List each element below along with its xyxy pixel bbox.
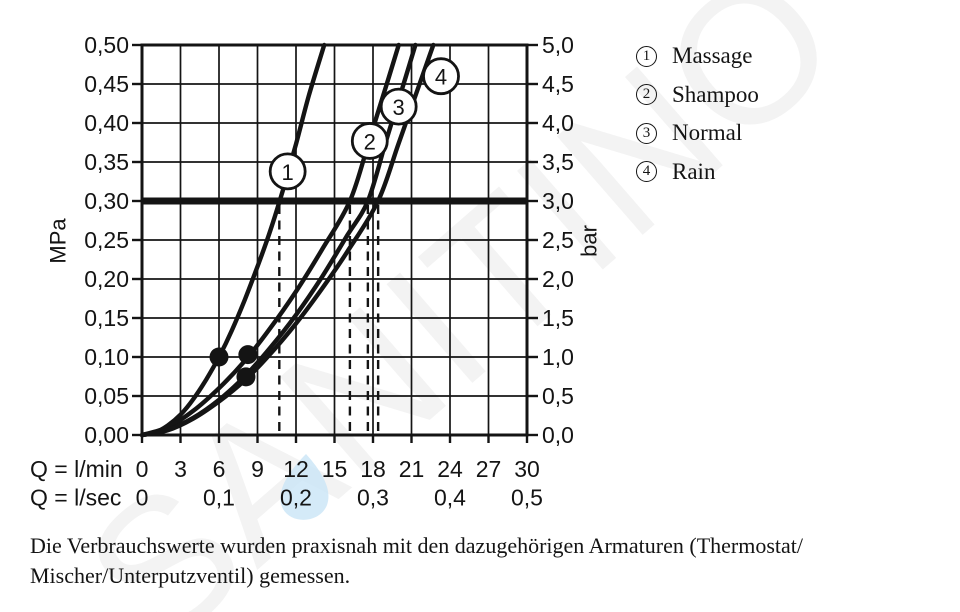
curve-label-circle-3 — [379, 87, 418, 126]
legend-row-normal: 3 Normal — [636, 114, 759, 153]
curve-label-number-4: 4 — [435, 65, 447, 90]
x-axis-tick-label: 0 — [136, 485, 149, 511]
x-axis-tick-label: 15 — [322, 456, 348, 482]
left-axis-tick-label: 0,45 — [84, 71, 129, 97]
legend-label-rain: Rain — [672, 158, 716, 184]
x-axis-tick-label: 24 — [437, 456, 463, 482]
curve-label-circle-1 — [268, 152, 307, 191]
legend-row-rain: 4 Rain — [636, 153, 759, 192]
right-axis-tick-label: 4,5 — [542, 71, 574, 97]
legend-number-2-icon: 2 — [636, 84, 657, 106]
x-axis-tick-label: 3 — [174, 456, 187, 482]
legend-label-massage: Massage — [672, 43, 753, 69]
left-axis-tick-label: 0,15 — [84, 305, 129, 331]
right-axis-tick-label: 0,5 — [542, 383, 574, 409]
legend-number-4-icon: 4 — [636, 161, 657, 183]
right-axis-tick-label: 3,5 — [542, 149, 574, 175]
x-axis-tick-label: 30 — [514, 456, 540, 482]
left-axis-tick-label: 0,35 — [84, 149, 129, 175]
left-axis-tick-label: 0,30 — [84, 188, 129, 214]
caption-line-2: Mischer/Unterputzventil) gemessen. — [30, 563, 351, 588]
caption: Die Verbrauchswerte wurden praxisnah mit… — [30, 531, 930, 591]
legend-row-shampoo: 2 Shampoo — [636, 76, 759, 115]
curve-label-number-1: 1 — [282, 160, 294, 185]
measure-dot — [236, 367, 256, 387]
left-axis-tick-label: 0,25 — [84, 227, 129, 253]
right-axis-tick-label: 5,0 — [542, 32, 574, 58]
right-axis-tick-label: 1,0 — [542, 344, 574, 370]
curve-rain — [139, 42, 436, 438]
right-axis-unit-label: bar — [577, 225, 602, 257]
right-axis-tick-label: 2,5 — [542, 227, 574, 253]
x-axis-tick-label: 0 — [136, 456, 149, 482]
x-axis-tick-label: 12 — [283, 456, 309, 482]
x-axis-tick-label: 0,5 — [511, 485, 543, 511]
measure-dot — [238, 345, 258, 365]
left-axis-tick-label: 0,20 — [84, 266, 129, 292]
curve-label-circle-4 — [422, 57, 460, 96]
left-axis-tick-label: 0,50 — [84, 32, 129, 58]
right-axis-tick-label: 3,0 — [542, 188, 574, 214]
x-axis-row-label: Q = l/sec — [30, 485, 121, 511]
right-axis-tick-label: 2,0 — [542, 266, 574, 292]
left-axis-tick-label: 0,05 — [84, 383, 129, 409]
x-axis-tick-label: 21 — [399, 456, 425, 482]
right-axis-tick-label: 0,0 — [542, 422, 574, 448]
watermark-drop-icon — [280, 454, 329, 520]
caption-line-1: Die Verbrauchswerte wurden praxisnah mit… — [30, 533, 803, 558]
legend-label-normal: Normal — [672, 120, 743, 146]
legend-row-massage: 1 Massage — [636, 37, 759, 76]
legend-label-shampoo: Shampoo — [672, 81, 759, 107]
x-axis-tick-label: 0,4 — [434, 485, 466, 511]
legend-number-3-icon: 3 — [636, 122, 657, 144]
curve-label-number-2: 2 — [364, 129, 376, 154]
x-axis-tick-label: 0,3 — [357, 485, 389, 511]
right-axis-tick-label: 1,5 — [542, 305, 574, 331]
left-axis-tick-label: 0,00 — [84, 422, 129, 448]
left-axis-tick-label: 0,40 — [84, 110, 129, 136]
curve-label-number-3: 3 — [393, 95, 405, 120]
measure-dot — [209, 347, 229, 367]
right-axis-tick-label: 4,0 — [542, 110, 574, 136]
x-axis-tick-label: 27 — [476, 456, 502, 482]
x-axis-tick-label: 9 — [251, 456, 264, 482]
left-axis-tick-label: 0,10 — [84, 344, 129, 370]
left-axis-unit-label: MPa — [46, 218, 71, 264]
legend: 1 Massage 2 Shampoo 3 Normal 4 Rain — [636, 37, 759, 191]
curve-label-circle-2 — [350, 122, 389, 160]
x-axis-tick-label: 18 — [360, 456, 386, 482]
x-axis-tick-label: 0,2 — [280, 485, 312, 511]
x-axis-tick-label: 6 — [213, 456, 226, 482]
x-axis-row-label: Q = l/min — [30, 456, 123, 482]
x-axis-tick-label: 0,1 — [203, 485, 235, 511]
legend-number-1-icon: 1 — [636, 45, 657, 67]
